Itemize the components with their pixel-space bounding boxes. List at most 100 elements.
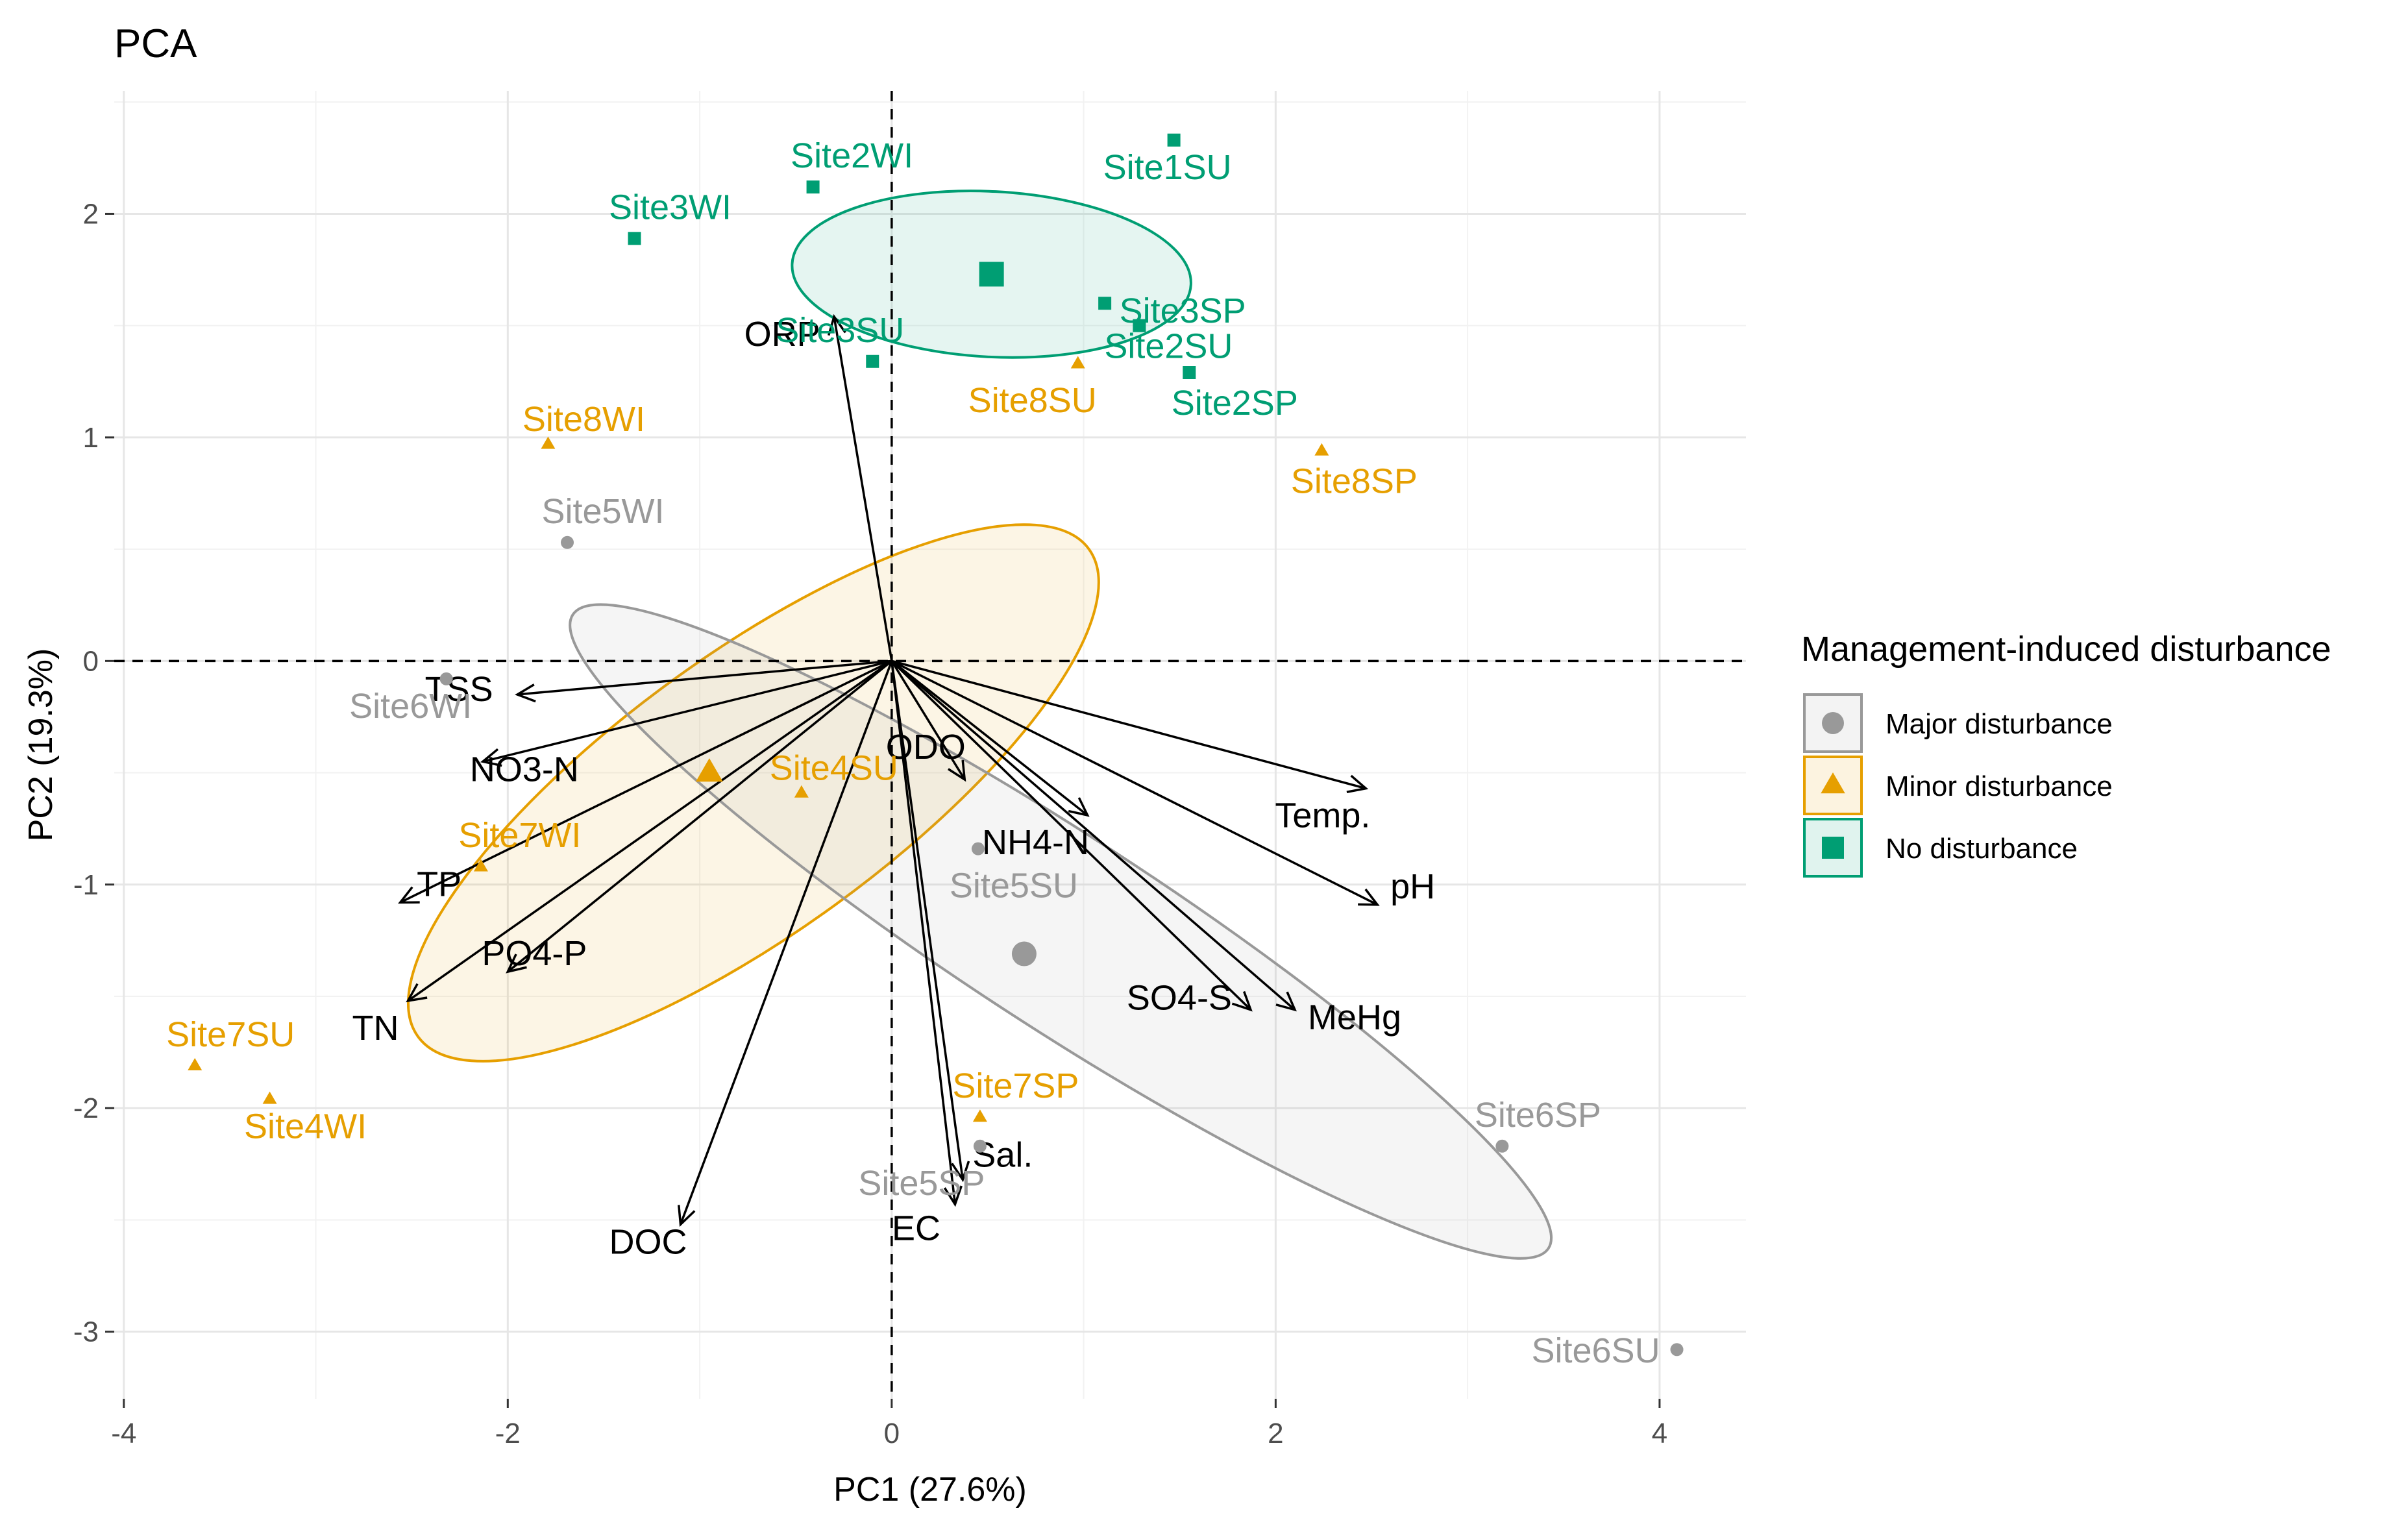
loading-label: EC <box>892 1209 940 1248</box>
site-marker-site7su <box>188 1057 203 1070</box>
y-tick-label: 1 <box>83 422 99 454</box>
x-tick-label: -4 <box>111 1418 136 1449</box>
loading-arrow-nh4n <box>891 659 1088 817</box>
site-label: Site2WI <box>791 136 913 175</box>
loading-arrow-tss <box>517 659 892 696</box>
y-tick-label: -2 <box>73 1092 99 1124</box>
legend-title: Management-induced disturbance <box>1801 630 2331 669</box>
site-marker-site7sp <box>972 1109 987 1122</box>
site-marker-site5sp <box>973 1139 987 1153</box>
site-marker-site6su <box>1670 1343 1684 1357</box>
loading-label: pH <box>1390 867 1435 906</box>
centroid-marker <box>1011 941 1037 966</box>
legend-entry-label: No disturbance <box>1886 833 2078 865</box>
loading-label: NO3-N <box>470 750 579 789</box>
arrowhead <box>406 983 428 1003</box>
loading-arrow-tn <box>407 659 892 1002</box>
arrowhead <box>1346 774 1369 793</box>
site-marker-site1su <box>1167 133 1181 147</box>
y-tick-label: -1 <box>73 869 99 901</box>
arrowhead <box>506 954 527 974</box>
site-marker-site2su <box>1133 319 1146 332</box>
arrowhead <box>1068 797 1090 817</box>
loading-label: DOC <box>609 1222 687 1261</box>
grid <box>114 91 1746 1399</box>
site-label: Site8WI <box>522 400 645 439</box>
site-label: Site5WI <box>541 492 664 531</box>
site-marker-site6wi <box>439 672 453 685</box>
legend: Management-induced disturbance Major dis… <box>1801 630 2331 878</box>
loading-label: TP <box>417 865 461 904</box>
site-marker-site5wi <box>561 535 574 549</box>
site-label: Site6WI <box>349 687 472 726</box>
arrowhead <box>951 1161 970 1183</box>
site-label: Site6SP <box>1475 1096 1601 1135</box>
x-tick-label: 0 <box>884 1418 900 1449</box>
legend-key-marker <box>1822 712 1844 734</box>
centroid-marker <box>979 262 1004 287</box>
loading-arrow-orp <box>833 316 893 661</box>
y-tick-label: 0 <box>83 645 99 677</box>
centroid-marker <box>695 758 723 782</box>
loading-label: ODO <box>886 728 966 767</box>
site-marker-site8sp <box>1314 443 1329 456</box>
y-tick-label: -3 <box>73 1316 99 1348</box>
loading-label: NH4-N <box>982 823 1089 862</box>
y-axis-label: PC2 (19.3%) <box>22 648 60 842</box>
site-points: Site1SUSite2WISite3WISite3SPSite2SUSite2… <box>166 133 1684 1370</box>
arrowhead <box>515 683 536 703</box>
site-label: Site1SU <box>1103 148 1232 187</box>
loading-label: MeHg <box>1308 998 1401 1037</box>
site-label: Site8SU <box>968 381 1097 420</box>
loading-arrow-no3n <box>482 659 892 763</box>
site-label: Site3WI <box>609 188 731 227</box>
ellipse-major-disturbance <box>569 603 1553 1260</box>
site-marker-site8su <box>1070 356 1085 369</box>
chart-title: PCA <box>114 21 197 66</box>
axes: -4 -2 0 2 4 -3 -2 -1 0 1 2 <box>73 198 1667 1449</box>
site-label: Site4SU <box>770 749 898 788</box>
site-label: Site8SP <box>1291 462 1418 501</box>
arrowhead <box>943 1185 963 1207</box>
loading-label: TN <box>352 1009 399 1048</box>
site-label: Site5SP <box>858 1164 985 1203</box>
loading-arrow-so4s <box>891 660 1252 1011</box>
site-label: Site7SU <box>166 1015 295 1054</box>
loading-arrow-ph <box>891 659 1378 906</box>
loading-arrow-doc <box>679 660 893 1225</box>
loading-label: TSS <box>425 670 493 709</box>
site-label: Site6SU <box>1531 1331 1660 1370</box>
site-marker-site3su <box>866 354 879 368</box>
arrowhead <box>398 886 420 904</box>
site-marker-site4su <box>794 785 809 798</box>
arrowhead <box>480 748 502 767</box>
arrowhead <box>1275 991 1297 1012</box>
site-marker-site7wi <box>473 859 488 872</box>
loading-label: ORP <box>744 315 820 354</box>
site-marker-site8wi <box>541 436 556 449</box>
loading-label: PO4-P <box>482 934 587 973</box>
x-tick-label: 4 <box>1652 1418 1667 1449</box>
loading-arrow-po4p <box>507 659 892 973</box>
site-marker-site4wi <box>262 1091 277 1104</box>
loading-arrow-sal <box>891 661 964 1180</box>
loading-arrow-ec <box>891 661 957 1205</box>
y-tick-label: 2 <box>83 198 99 230</box>
loading-arrow-mehg <box>891 660 1296 1011</box>
legend-entry-label: Minor disturbance <box>1886 770 2113 802</box>
x-tick-label: -2 <box>495 1418 521 1449</box>
site-label: Site2SP <box>1172 384 1298 423</box>
loading-label: SO4-S <box>1127 979 1232 1018</box>
arrowhead <box>948 759 966 782</box>
site-marker-site6sp <box>1495 1139 1509 1153</box>
site-label: Site7WI <box>458 816 581 855</box>
legend-key-marker <box>1822 837 1844 859</box>
x-tick-label: 2 <box>1268 1418 1283 1449</box>
site-marker-site2sp <box>1183 366 1196 379</box>
site-label: Site7SP <box>952 1066 1079 1105</box>
site-label: Site5SU <box>950 867 1078 905</box>
loading-arrow-odo <box>891 660 966 780</box>
legend-key-marker <box>1821 772 1845 794</box>
